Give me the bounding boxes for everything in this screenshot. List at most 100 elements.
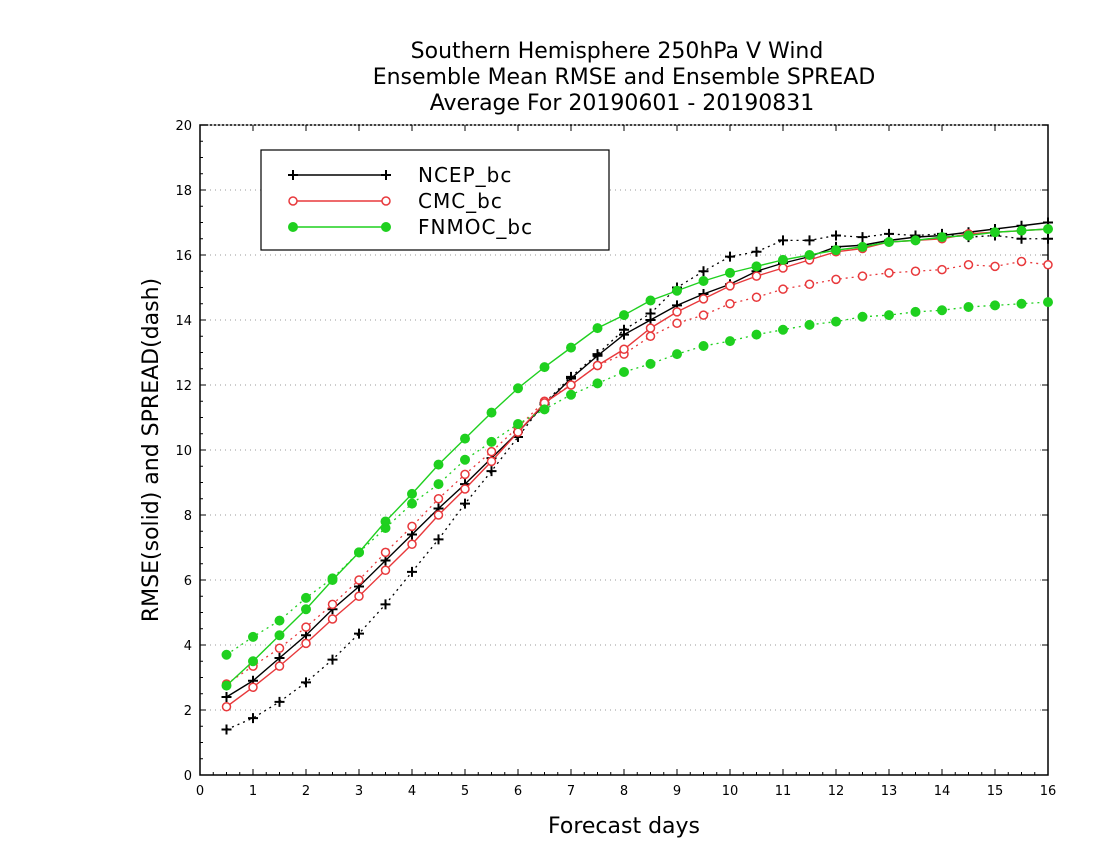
ncep_bc-spread-point bbox=[301, 677, 311, 688]
fnmoc_bc-spread-point bbox=[1043, 297, 1053, 308]
ncep_bc-rmse-point bbox=[221, 692, 232, 702]
fnmoc_bc-spread-point bbox=[751, 329, 762, 340]
fnmoc_bc-rmse-point bbox=[327, 575, 338, 585]
ncep_bc-spread-point bbox=[460, 498, 470, 509]
cmc_bc-spread-point bbox=[460, 469, 470, 480]
cmc_bc-rmse-point bbox=[672, 307, 682, 317]
ncep_bc-spread-point bbox=[221, 724, 232, 735]
ncep_bc-spread-point bbox=[725, 251, 735, 262]
ncep_bc-spread-point bbox=[804, 235, 815, 246]
fnmoc_bc-spread-point bbox=[990, 300, 1000, 311]
ncep_bc-spread-point bbox=[248, 713, 258, 724]
cmc_bc-spread-point bbox=[407, 521, 417, 532]
cmc_bc-spread-point bbox=[937, 264, 947, 275]
fnmoc_bc-spread-point bbox=[592, 378, 603, 389]
x-tick-label-12: 12 bbox=[828, 784, 845, 799]
fnmoc_bc-rmse-point bbox=[619, 310, 629, 321]
y-tick-label-10: 10 bbox=[175, 444, 192, 459]
cmc_bc-spread-point bbox=[645, 331, 656, 341]
fnmoc_bc-rmse-point bbox=[433, 459, 444, 470]
x-tick-label-8: 8 bbox=[620, 784, 628, 799]
cmc_bc-rmse-point bbox=[698, 294, 709, 304]
y-tick-label-8: 8 bbox=[184, 509, 192, 524]
ncep_bc-spread-point bbox=[354, 628, 364, 639]
cmc_bc-spread-point bbox=[301, 622, 311, 632]
ncep_bc-rmse-point bbox=[592, 350, 603, 361]
cmc_bc-spread-point bbox=[327, 599, 338, 610]
legend-label: NCEP_bc bbox=[418, 163, 512, 187]
title-line-3: Average For 20190601 - 20190831 bbox=[430, 91, 815, 116]
y-tick-label-4: 4 bbox=[184, 639, 192, 654]
legend-marker bbox=[288, 222, 298, 232]
cmc_bc-spread-line bbox=[226, 260, 1049, 685]
title-line-1: Southern Hemisphere 250hPa V Wind bbox=[411, 39, 824, 64]
ncep_bc-rmse-point bbox=[301, 630, 311, 641]
fnmoc_bc-spread-point bbox=[433, 479, 444, 490]
legend-marker bbox=[288, 196, 298, 206]
cmc_bc-spread-point bbox=[486, 446, 497, 457]
fnmoc_bc-rmse-line bbox=[226, 228, 1049, 687]
cmc_bc-spread-point bbox=[778, 284, 788, 294]
y-tick-label-16: 16 bbox=[175, 249, 192, 264]
fnmoc_bc-spread-point bbox=[963, 302, 974, 312]
fnmoc_bc-spread-point bbox=[619, 367, 629, 377]
fnmoc_bc-spread-point bbox=[778, 324, 788, 335]
fnmoc_bc-spread-point bbox=[221, 649, 232, 660]
y-tick-label-12: 12 bbox=[175, 379, 192, 394]
fnmoc_bc-rmse-point bbox=[221, 680, 232, 691]
fnmoc_bc-spread-point bbox=[274, 615, 285, 626]
fnmoc_bc-spread-point bbox=[539, 404, 550, 415]
fnmoc_bc-spread-point bbox=[937, 305, 947, 316]
grid bbox=[200, 189, 1048, 711]
x-tick-label-2: 2 bbox=[302, 784, 310, 799]
ncep_bc-spread-point bbox=[831, 230, 841, 241]
fnmoc_bc-rmse-point bbox=[778, 254, 788, 265]
cmc_bc-rmse-point bbox=[433, 510, 444, 520]
cmc_bc-rmse-point bbox=[592, 360, 603, 371]
ncep_bc-spread-point bbox=[698, 266, 709, 277]
cmc_bc-rmse-point bbox=[354, 591, 364, 601]
cmc_bc-rmse-point bbox=[645, 323, 656, 333]
ncep_bc-spread-point bbox=[1043, 233, 1053, 244]
fnmoc_bc-rmse-point bbox=[645, 295, 656, 306]
cmc_bc-spread-point bbox=[910, 266, 921, 276]
cmc_bc-spread-point bbox=[672, 318, 682, 328]
fnmoc_bc-rmse-point bbox=[566, 342, 576, 353]
x-tick-label-9: 9 bbox=[673, 784, 681, 799]
ncep_bc-spread-point bbox=[751, 246, 762, 257]
fnmoc_bc-spread-point bbox=[857, 311, 868, 322]
cmc_bc-rmse-point bbox=[221, 702, 232, 712]
fnmoc_bc-rmse-point bbox=[301, 604, 311, 615]
fnmoc_bc-spread-point bbox=[301, 592, 311, 603]
ncep_bc-spread-point bbox=[778, 235, 788, 246]
ncep_bc-rmse-point bbox=[619, 329, 629, 340]
fnmoc_bc-rmse-point bbox=[804, 250, 815, 260]
x-tick-label-5: 5 bbox=[461, 784, 469, 799]
ncep_bc-rmse-point bbox=[274, 653, 285, 663]
fnmoc_bc-spread-point bbox=[645, 358, 656, 369]
ncep_bc-rmse-line bbox=[226, 221, 1049, 698]
y-tick-label-2: 2 bbox=[184, 704, 192, 719]
y-tick-label-14: 14 bbox=[175, 314, 192, 329]
legend-marker bbox=[288, 170, 298, 180]
cmc_bc-rmse-point bbox=[460, 484, 470, 494]
cmc_bc-rmse-point bbox=[486, 456, 497, 467]
x-axis-label: Forecast days bbox=[548, 814, 700, 839]
cmc_bc-spread-point bbox=[725, 299, 735, 309]
cmc_bc-rmse-point bbox=[248, 682, 258, 692]
x-tick-label-4: 4 bbox=[408, 784, 416, 799]
fnmoc_bc-spread-point bbox=[1016, 298, 1027, 309]
fnmoc_bc-spread-point bbox=[910, 306, 921, 317]
chart-title: Southern Hemisphere 250hPa V Wind Ensemb… bbox=[373, 39, 876, 116]
fnmoc_bc-spread-point bbox=[884, 310, 894, 321]
legend-label: CMC_bc bbox=[418, 189, 503, 213]
cmc_bc-rmse-point bbox=[566, 380, 576, 390]
ncep_bc-spread-point bbox=[433, 534, 444, 545]
series-NCEP_bc bbox=[221, 217, 1053, 735]
legend-entry-FNMOC_bc: FNMOC_bc bbox=[288, 215, 533, 239]
legend-label: FNMOC_bc bbox=[418, 215, 533, 239]
fnmoc_bc-spread-point bbox=[831, 316, 841, 327]
series-CMC_bc bbox=[221, 224, 1053, 712]
ncep_bc-spread-point bbox=[486, 466, 497, 477]
